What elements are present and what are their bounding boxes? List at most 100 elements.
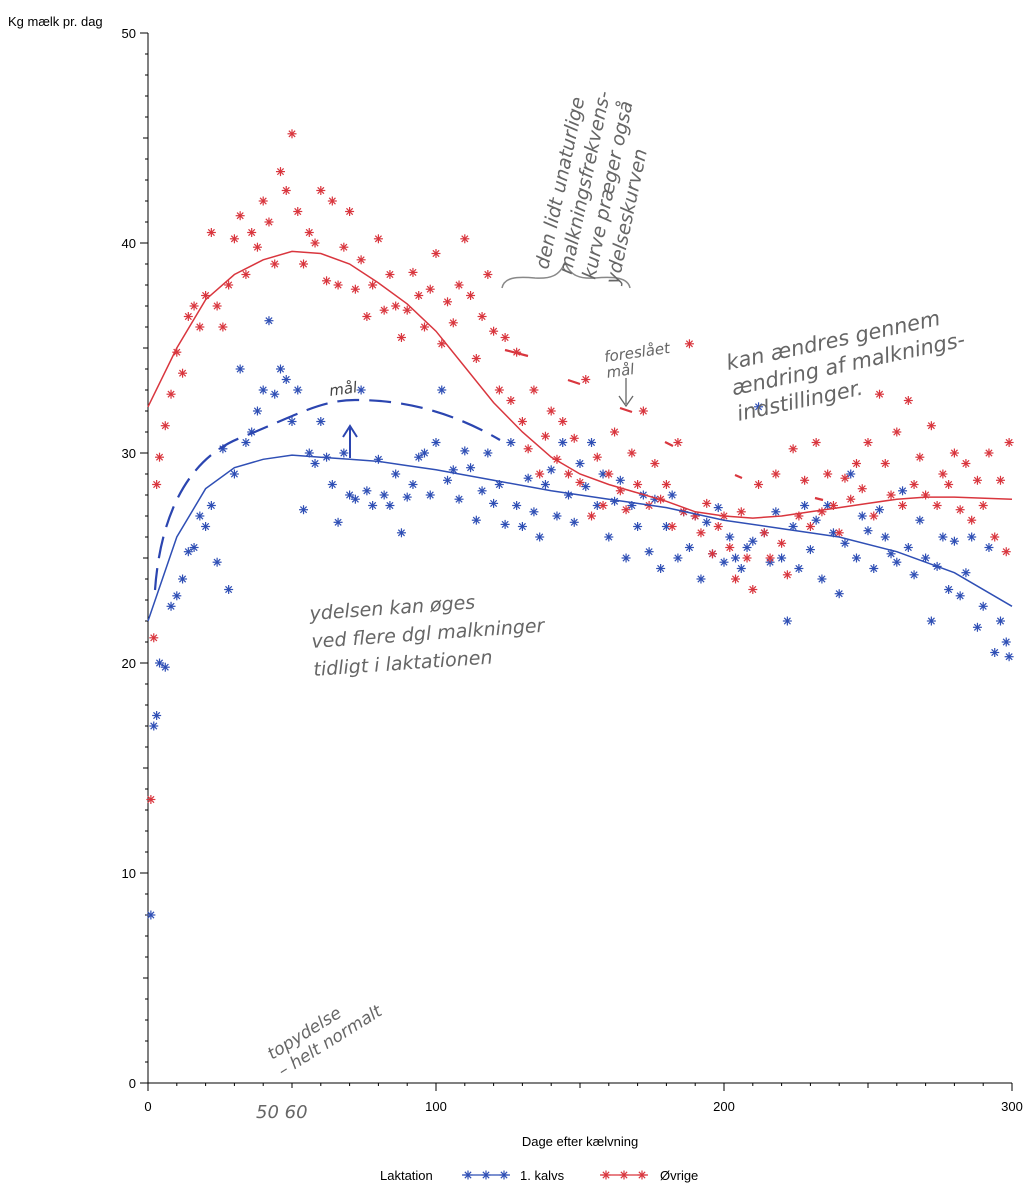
- data-point: [345, 207, 355, 216]
- data-point: [281, 186, 291, 195]
- data-point: [235, 211, 245, 221]
- data-point: [915, 452, 925, 462]
- data-point: [229, 234, 239, 244]
- data-point: [794, 564, 804, 573]
- y-axis-title: Kg mælk pr. dag: [8, 14, 103, 29]
- data-point: [615, 475, 625, 485]
- data-point: [304, 448, 314, 458]
- data-point: [189, 301, 199, 311]
- data-point: [454, 494, 464, 504]
- data-point: [650, 494, 660, 504]
- data-point: [650, 459, 660, 468]
- data-point: [414, 291, 424, 300]
- data-point: [287, 129, 297, 139]
- note-maal: mål: [328, 378, 359, 400]
- data-point: [805, 522, 815, 531]
- note-bottom: topydelse– helt normalt: [264, 984, 387, 1081]
- data-point: [264, 316, 274, 326]
- data-point: [725, 543, 735, 552]
- data-point: [771, 507, 781, 517]
- data-point: [990, 532, 1000, 542]
- data-point: [316, 186, 326, 195]
- data-point: [540, 480, 550, 489]
- data-point: [322, 276, 332, 286]
- data-point: [627, 448, 637, 458]
- data-point: [967, 515, 977, 525]
- data-point: [978, 601, 988, 611]
- data-point: [811, 438, 821, 447]
- data-point: [713, 503, 723, 513]
- data-point: [448, 318, 458, 328]
- data-point: [419, 322, 429, 332]
- data-point: [316, 417, 326, 426]
- data-point: [408, 267, 418, 277]
- x-tick-label: 300: [1001, 1099, 1023, 1114]
- legend-marker: [463, 1170, 473, 1180]
- data-point: [869, 511, 879, 521]
- y-tick-label: 50: [122, 26, 136, 41]
- data-point: [851, 553, 861, 563]
- data-point: [402, 305, 412, 315]
- data-point: [863, 526, 873, 536]
- data-point: [201, 522, 211, 531]
- data-point: [506, 438, 516, 447]
- data-point: [863, 438, 873, 447]
- data-point: [926, 616, 936, 626]
- data-point: [310, 459, 320, 468]
- data-point: [955, 505, 965, 515]
- data-point: [529, 385, 539, 395]
- data-point: [241, 270, 251, 279]
- x-axis: 0 100 200 300: [144, 1083, 1023, 1114]
- data-point: [431, 438, 441, 447]
- data-point: [304, 228, 314, 237]
- data-point: [419, 448, 429, 458]
- data-point: [869, 564, 879, 573]
- data-point: [396, 528, 406, 538]
- data-point: [149, 633, 159, 643]
- data-point: [707, 549, 717, 559]
- data-point: [926, 421, 936, 431]
- data-point: [512, 501, 522, 510]
- data-point: [748, 536, 758, 546]
- data-point: [339, 242, 349, 252]
- data-point: [402, 492, 412, 502]
- data-point: [656, 564, 666, 573]
- data-point: [800, 501, 810, 510]
- data-point: [368, 280, 378, 290]
- data-point: [903, 543, 913, 552]
- data-point: [823, 469, 833, 479]
- data-point: [898, 486, 908, 496]
- legend-marker: [637, 1170, 647, 1180]
- data-point: [149, 721, 159, 731]
- data-point: [183, 312, 193, 321]
- data-point: [264, 217, 274, 227]
- data-point: [206, 228, 216, 237]
- data-point: [995, 616, 1005, 626]
- data-point: [258, 196, 268, 206]
- y-tick-label: 30: [122, 446, 136, 461]
- data-point: [339, 448, 349, 458]
- data-point: [252, 406, 262, 416]
- data-point: [696, 528, 706, 538]
- data-point: [857, 511, 867, 521]
- data-point: [443, 475, 453, 485]
- data-point: [178, 574, 188, 584]
- data-point: [846, 469, 856, 479]
- data-point: [281, 375, 291, 384]
- data-point: [270, 259, 280, 269]
- data-point: [886, 490, 896, 500]
- data-point: [160, 662, 170, 672]
- data-point: [391, 301, 401, 311]
- data-point: [702, 498, 712, 508]
- data-point: [189, 543, 199, 552]
- data-point: [932, 501, 942, 510]
- data-point: [592, 452, 602, 462]
- data-point: [229, 469, 239, 479]
- data-point: [621, 505, 631, 515]
- data-point: [581, 375, 591, 384]
- data-point: [713, 522, 723, 531]
- data-point: [667, 490, 677, 500]
- data-point: [1004, 438, 1014, 447]
- data-point: [299, 259, 309, 269]
- data-point: [961, 568, 971, 578]
